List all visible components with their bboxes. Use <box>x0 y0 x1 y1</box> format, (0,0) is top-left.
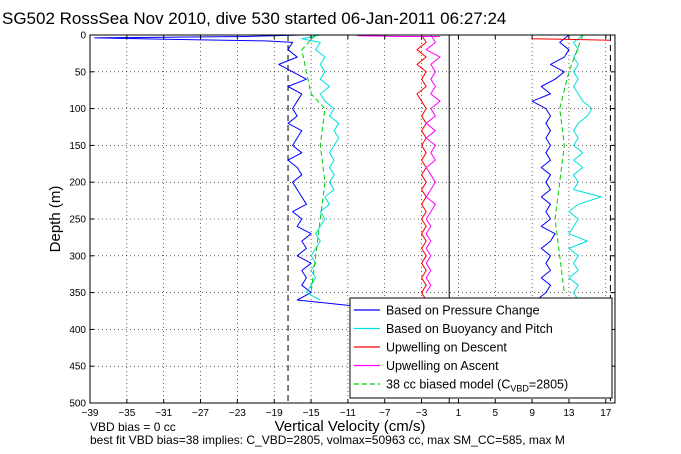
x-tick-label: 13 <box>563 408 575 419</box>
x-tick-label: −7 <box>379 408 391 419</box>
series-upwelling-on-ascent-line <box>425 34 441 293</box>
y-axis-label: Depth (m) <box>47 186 64 253</box>
legend-label: Upwelling on Ascent <box>386 359 499 373</box>
x-tick-label: 1 <box>456 408 462 419</box>
x-tick-label: 9 <box>529 408 535 419</box>
x-axis-ticks: −39 −35 −31 −27 −23 −19 −15 −11 −7 −3 1 5 9 13 17 <box>82 35 612 419</box>
legend-label: 38 cc biased model (CVBD=2805) <box>386 378 568 394</box>
x-tick-label: −35 <box>118 408 135 419</box>
legend-label: Upwelling on Descent <box>386 341 507 355</box>
series-upwelling-on-ascent-line <box>357 35 440 37</box>
y-tick-label: 300 <box>69 251 86 262</box>
x-axis-label: Vertical Velocity (cm/s) <box>275 418 426 435</box>
series-based-on-buoyancy-and-pitch-line <box>568 34 602 301</box>
y-tick-label: 150 <box>69 141 86 152</box>
series-based-on-pressure-change-line <box>94 34 367 308</box>
legend: Based on Pressure Change Based on Buoyanc… <box>349 297 613 399</box>
x-tick-label: −15 <box>303 408 320 419</box>
x-tick-label: −27 <box>192 408 209 419</box>
series-38-cc-biased-model-line <box>554 34 584 293</box>
x-tick-label: −39 <box>82 408 99 419</box>
y-tick-label: 50 <box>75 67 87 78</box>
footer-line-2: best fit VBD bias=38 implies: C_VBD=2805… <box>90 433 565 447</box>
chart-title: SG502 RossSea Nov 2010, dive 530 started… <box>2 9 506 28</box>
x-tick-label: 17 <box>600 408 612 419</box>
series-based-on-pressure-change-line <box>531 34 570 308</box>
data-series <box>94 34 611 308</box>
series-based-on-buoyancy-and-pitch-line <box>301 34 340 301</box>
footer-line-1: VBD bias = 0 cc <box>90 420 176 434</box>
legend-label: Based on Pressure Change <box>386 304 540 318</box>
y-tick-label: 400 <box>69 325 86 336</box>
y-tick-label: 250 <box>69 215 86 226</box>
y-axis-ticks: 0 50 100 150 200 250 300 350 400 450 500 <box>69 31 615 410</box>
series-upwelling-on-descent-line <box>532 38 611 41</box>
y-tick-label: 100 <box>69 104 86 115</box>
y-tick-label: 500 <box>69 399 86 410</box>
x-tick-label: −11 <box>340 408 357 419</box>
x-tick-label: −3 <box>416 408 428 419</box>
y-tick-label: 350 <box>69 288 86 299</box>
series-38-cc-biased-model-line <box>301 34 326 293</box>
y-tick-label: 0 <box>80 31 86 42</box>
y-tick-label: 200 <box>69 178 86 189</box>
x-tick-label: −23 <box>229 408 246 419</box>
x-tick-label: −31 <box>155 408 172 419</box>
y-tick-label: 450 <box>69 362 86 373</box>
x-tick-label: −19 <box>266 408 283 419</box>
legend-box <box>349 297 613 399</box>
legend-label: Based on Buoyancy and Pitch <box>386 322 553 336</box>
x-tick-label: 5 <box>492 408 498 419</box>
